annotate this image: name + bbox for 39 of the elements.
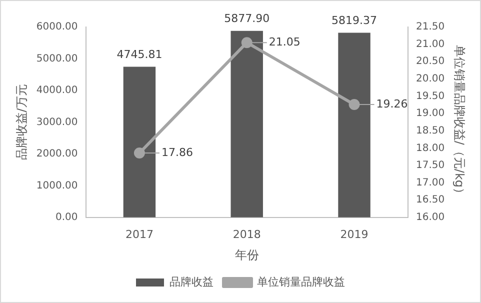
y2-tick-label: 18.00: [416, 142, 445, 154]
y2-tick-label: 18.50: [416, 125, 445, 136]
bar: [123, 66, 156, 218]
bar: [230, 30, 263, 218]
y2-tick-label: 17.00: [416, 177, 445, 188]
y2-tick-label: 20.00: [416, 74, 445, 85]
data-label: 19.26: [376, 97, 408, 110]
data-label: 17.86: [161, 146, 193, 159]
y2-axis-title: 单位销量品牌收益/（元/kg）: [452, 44, 467, 200]
data-label: 4745.81: [116, 48, 162, 62]
point: [348, 99, 360, 110]
y2-tick-label: 17.50: [416, 160, 445, 172]
y-tick-label: 6000.00: [36, 22, 78, 33]
y2-tick-label: 16.50: [416, 194, 445, 206]
y-tick-label: 4000.00: [36, 85, 78, 96]
y-tick-label: 0.00: [55, 212, 78, 223]
y2-tick-label: 20.50: [416, 56, 445, 68]
data-label: 5877.90: [224, 12, 270, 26]
y2-tick-label: 21.50: [416, 22, 445, 33]
point: [241, 37, 252, 48]
y2-tick-label: 21.00: [416, 38, 445, 50]
bar: [338, 32, 370, 218]
y-tick-label: 1000.00: [36, 180, 78, 192]
legend-label: 单位销量品牌收益: [257, 275, 345, 288]
y2-tick-label: 19.50: [416, 90, 445, 102]
data-label: 21.05: [268, 35, 300, 48]
data-label: 5819.37: [332, 14, 378, 28]
x-tick-label: 2017: [125, 228, 154, 241]
y-tick-label: 2000.00: [36, 148, 78, 160]
y2-tick-label: 19.00: [416, 108, 445, 120]
x-tick-label: 2019: [340, 228, 368, 241]
y2-tick-label: 16.00: [416, 212, 445, 223]
legend-label: 品牌收益: [170, 275, 214, 288]
x-tick-label: 2018: [232, 228, 261, 241]
y-tick-label: 3000.00: [36, 116, 78, 128]
x-axis-title: 年份: [234, 248, 259, 262]
y-tick-label: 5000.00: [36, 53, 78, 64]
y-axis-title: 品牌收益/万元: [14, 84, 28, 160]
point: [134, 148, 145, 159]
